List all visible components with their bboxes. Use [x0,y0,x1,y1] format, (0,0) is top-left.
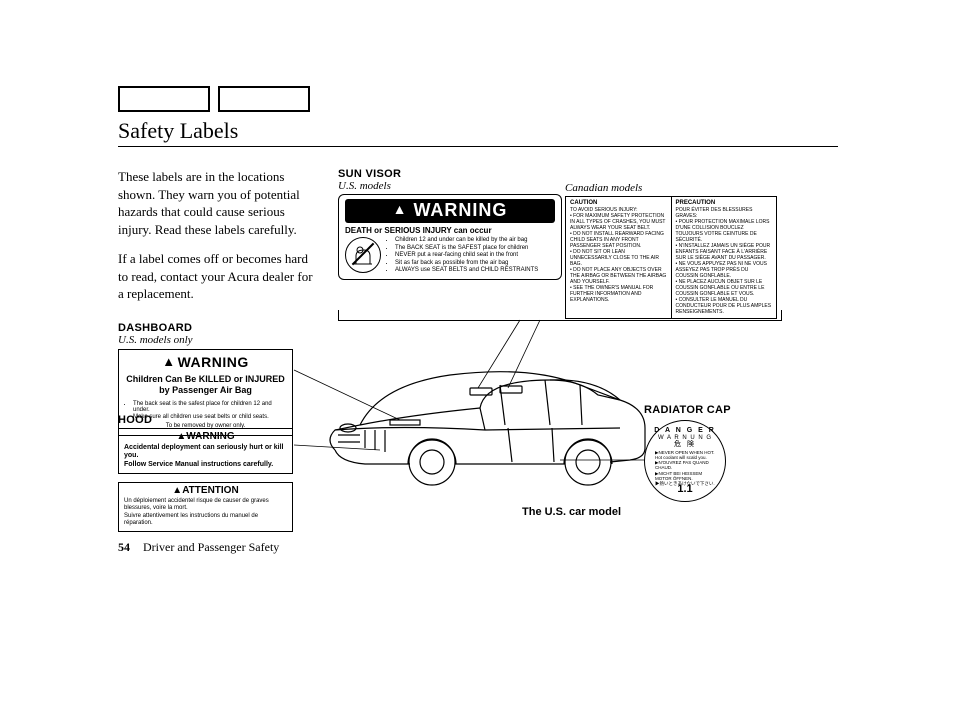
intro-p2: If a label comes off or becomes hard to … [118,250,318,303]
sunvisor-sub: DEATH or SERIOUS INJURY can occur [345,226,555,235]
dashboard-killed-text: Children Can Be KILLED or INJURED by Pas… [125,374,286,397]
sunvisor-warning-label: ▲ WARNING DEATH or SERIOUS INJURY can oc… [338,194,562,280]
radiator-cap-label: D A N G E R W A R N U N G 危 険 ▶NEVER OPE… [644,420,726,502]
sv-bullet-5: ALWAYS use SEAT BELTS and CHILD RESTRAIN… [395,267,538,275]
radiator-lines: ▶NEVER OPEN WHEN HOT. Hot coolant will s… [649,450,721,486]
canadian-note: Canadian models [565,182,777,194]
page-footer: 54 Driver and Passenger Safety [118,540,279,555]
manual-page: Safety Labels These labels are in the lo… [0,0,954,710]
dashboard-heading: DASHBOARD [118,322,293,334]
sv-bullet-2: The BACK SEAT is the SAFEST place for ch… [395,245,538,253]
sv-bullet-4: Sit as far back as possible from the air… [395,260,538,268]
warning-triangle-icon: ▲ [176,431,186,442]
sv-bullet-3: NEVER put a rear-facing child seat in th… [395,252,538,260]
warning-triangle-icon: ▲ [393,201,408,217]
radiator-pressure: 1.1 [645,483,725,495]
sv-bullet-1: Children 12 and under can be killed by t… [395,237,538,245]
canadian-caution-col: CAUTION TO AVOID SERIOUS INJURY: • FOR M… [566,197,672,318]
hood-attention-bar: ▲ATTENTION [124,485,287,496]
radiator-danger: D A N G E R [649,427,721,435]
can-precaution-body: POUR ÉVITER DES BLESSURES GRAVES: • POUR… [676,207,772,315]
canadian-block: Canadian models CAUTION TO AVOID SERIOUS… [565,182,777,319]
index-box-1 [118,86,210,112]
hood-body-en: Accidental deployment can seriously hurt… [124,444,287,469]
warning-triangle-icon: ▲ [172,485,182,496]
can-caution-body: TO AVOID SERIOUS INJURY: • FOR MAXIMUM S… [570,207,666,303]
rad-l3: ▶N'OUVREZ PAS QUAND CHAUD. [655,460,715,470]
hood-warning-label: ▲WARNING Accidental deployment can serio… [118,428,293,474]
page-number: 54 [118,540,130,554]
hood-block: HOOD ▲WARNING Accidental deployment can … [118,414,293,532]
hood-heading: HOOD [118,414,293,426]
hood-body-fr: Un déploiement accidentel risque de caus… [124,498,287,527]
no-child-seat-icon [345,237,381,273]
sunvisor-warning-bar: ▲ WARNING [345,199,555,223]
index-box-2 [218,86,310,112]
radiator-heading: RADIATOR CAP [644,404,731,416]
sunvisor-us-note: U.S. models [338,180,562,192]
canadian-label: CAUTION TO AVOID SERIOUS INJURY: • FOR M… [565,196,777,319]
child-seat-glyph [346,238,380,272]
rad-l4: ▶NICHT BEI HEISSEM MOTOR ÖFFNEN. [655,471,715,481]
intro-text: These labels are in the locations shown.… [118,168,318,315]
warning-triangle-icon: ▲ [162,354,175,369]
hood-warning-word: WARNING [186,431,234,442]
can-caution-head: CAUTION [570,200,597,206]
sunvisor-bracket [338,310,782,321]
sunvisor-heading: SUN VISOR [338,168,562,180]
radiator-jp: 危 険 [649,441,721,449]
hood-warning-bar: ▲WARNING [124,431,287,442]
hood-attention-label: ▲ATTENTION Un déploiement accidentel ris… [118,482,293,532]
dashboard-bullet-1: The back seat is the safest place for ch… [133,401,286,413]
hood-attention-word: ATTENTION [182,485,238,496]
car-caption: The U.S. car model [522,506,621,518]
sunvisor-block: SUN VISOR U.S. models ▲ WARNING DEATH or… [338,168,562,280]
sunvisor-warning-word: WARNING [413,200,507,220]
page-title: Safety Labels [118,118,238,144]
dashboard-warning-word: WARNING [178,354,249,370]
canadian-precaution-col: PRECAUTION POUR ÉVITER DES BLESSURES GRA… [672,197,777,318]
can-precaution-head: PRECAUTION [676,200,716,206]
footer-text: Driver and Passenger Safety [143,540,279,554]
radiator-block: RADIATOR CAP D A N G E R W A R N U N G 危… [644,404,731,502]
sunvisor-bullets: Children 12 and under can be killed by t… [385,237,538,275]
car-illustration [320,330,650,500]
top-index-boxes [118,86,310,112]
dashboard-warning-bar: ▲WARNING [125,354,286,370]
radiator-text: D A N G E R W A R N U N G 危 険 ▶NEVER OPE… [649,427,721,486]
dashboard-note: U.S. models only [118,334,293,346]
intro-p1: These labels are in the locations shown.… [118,168,318,238]
title-rule [118,146,838,147]
